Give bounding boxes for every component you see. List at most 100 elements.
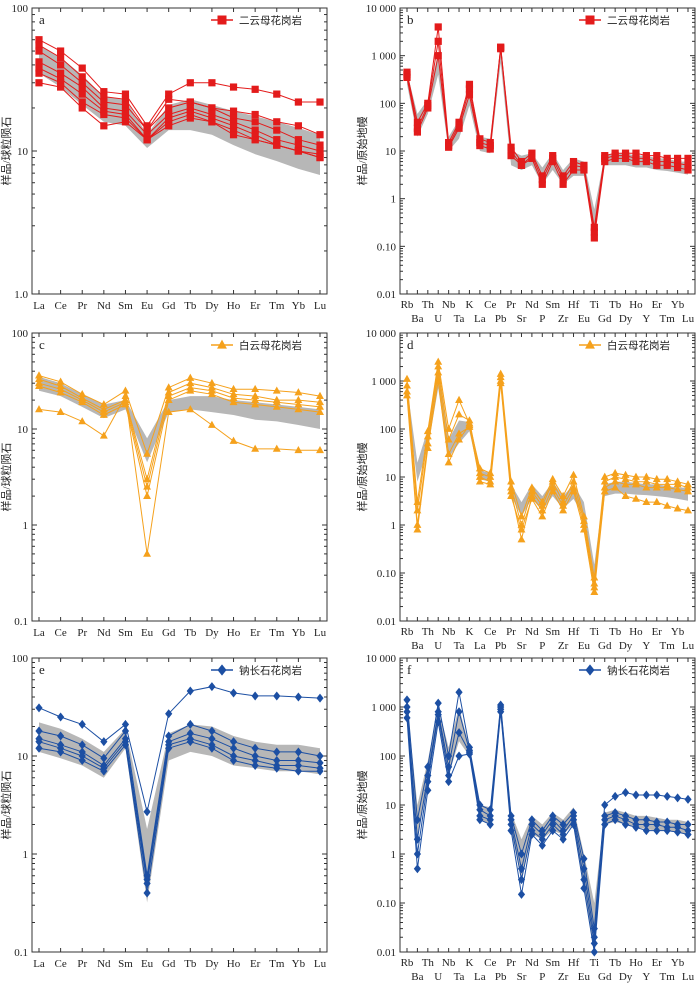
- data-point: [316, 751, 324, 761]
- x-tick-label: Tm: [660, 313, 676, 325]
- data-point: [78, 104, 86, 112]
- x-tick-label: Ce: [54, 627, 66, 639]
- data-point: [517, 849, 526, 859]
- data-point: [486, 468, 495, 477]
- x-tick-label: Dy: [619, 313, 633, 325]
- data-point: [517, 161, 526, 169]
- data-point: [186, 686, 194, 696]
- data-point: [186, 386, 195, 394]
- data-point: [57, 53, 65, 62]
- data-point: [294, 395, 303, 403]
- data-point: [143, 888, 151, 898]
- data-point: [538, 840, 546, 850]
- data-point: [601, 157, 609, 166]
- x-tick-label: Ba: [411, 313, 423, 325]
- series-line: [38, 741, 320, 894]
- data-point: [455, 395, 463, 403]
- data-point: [143, 807, 151, 817]
- data-point: [538, 180, 546, 188]
- x-tick-label: Pb: [495, 971, 507, 983]
- data-point: [251, 384, 260, 393]
- x-tick-label: Hf: [568, 957, 580, 969]
- x-tick-label: La: [474, 640, 486, 652]
- data-point: [294, 388, 303, 396]
- x-tick-label: Tm: [269, 300, 285, 312]
- x-tick-label: Lu: [682, 313, 695, 325]
- series-2: [403, 37, 692, 236]
- data-point: [434, 710, 442, 720]
- data-point: [527, 487, 536, 495]
- data-point: [164, 388, 173, 396]
- x-tick-label: Gd: [162, 627, 176, 639]
- chart-panel-f: 0.01 0.10 1 10 100 1 000 10 000 Rb Th Nb K Ce Pr Nd Sm…: [355, 653, 696, 983]
- data-point: [403, 707, 411, 717]
- x-tick-label: Nb: [442, 626, 456, 638]
- series-line: [406, 692, 689, 929]
- y-axis-label: 样品/原始地幔: [355, 442, 369, 511]
- data-point: [251, 110, 259, 119]
- x-tick-label: Pb: [495, 640, 507, 652]
- x-tick-label: Nd: [525, 299, 539, 311]
- data-point: [455, 687, 463, 697]
- legend-marker: [217, 339, 227, 349]
- data-point: [611, 472, 620, 480]
- x-tick-label: Rb: [401, 626, 414, 638]
- data-point: [403, 374, 411, 382]
- data-point: [528, 830, 536, 840]
- data-point: [434, 717, 442, 727]
- x-tick-label: Dy: [619, 640, 633, 652]
- data-point: [465, 85, 474, 93]
- data-point: [208, 726, 216, 736]
- data-point: [186, 98, 194, 106]
- data-point: [229, 737, 238, 747]
- data-point: [35, 381, 43, 389]
- y-tick-label: 0.01: [377, 947, 396, 959]
- data-point: [653, 826, 661, 836]
- data-point: [272, 386, 281, 394]
- data-point: [642, 815, 650, 825]
- series-line: [406, 380, 689, 593]
- data-point: [272, 444, 281, 452]
- data-point: [229, 688, 238, 698]
- chart-panel-b: 0.01 0.10 1 10 100 1 000 10 000 Rb Th Nb K Ce Pr Nd Sm…: [355, 3, 696, 325]
- data-point: [497, 707, 505, 717]
- legend-label: 二云母花岗岩: [239, 14, 302, 27]
- data-point: [475, 468, 484, 477]
- data-point: [496, 372, 505, 381]
- series-1: [35, 36, 324, 130]
- series-1: [403, 357, 692, 581]
- data-point: [684, 487, 692, 495]
- plot-frame: [399, 332, 696, 622]
- x-tick-label: Sm: [118, 958, 133, 970]
- data-point: [35, 371, 43, 379]
- data-point: [273, 90, 281, 98]
- data-point: [100, 766, 108, 776]
- data-point: [621, 819, 630, 829]
- x-tick-label: Gd: [598, 313, 612, 325]
- x-tick-label: Ta: [454, 640, 465, 652]
- data-point: [251, 755, 259, 765]
- data-point: [549, 157, 557, 166]
- y-tick-label: 0.01: [377, 289, 396, 301]
- data-point: [684, 830, 692, 840]
- data-point: [684, 154, 692, 162]
- data-point: [100, 737, 108, 747]
- chart-panel-a: 1.0 10 100 La Ce Pr Nd Sm Eu Gd Tb Dy Ho Er Tm Yb Lu 样品/球…: [0, 3, 328, 312]
- series-1: [35, 682, 324, 817]
- data-point: [621, 787, 630, 797]
- data-point: [632, 472, 640, 480]
- data-point: [642, 826, 650, 836]
- data-point: [527, 494, 536, 502]
- data-point: [100, 753, 108, 763]
- data-point: [517, 525, 526, 533]
- data-point: [600, 477, 609, 485]
- series-2: [35, 374, 324, 483]
- data-point: [78, 389, 87, 398]
- x-tick-label: Yb: [671, 299, 685, 311]
- data-point: [579, 525, 588, 533]
- series-line: [38, 732, 321, 880]
- data-point: [434, 376, 443, 384]
- data-point: [673, 822, 682, 832]
- data-point: [465, 749, 474, 759]
- data-point: [621, 480, 630, 488]
